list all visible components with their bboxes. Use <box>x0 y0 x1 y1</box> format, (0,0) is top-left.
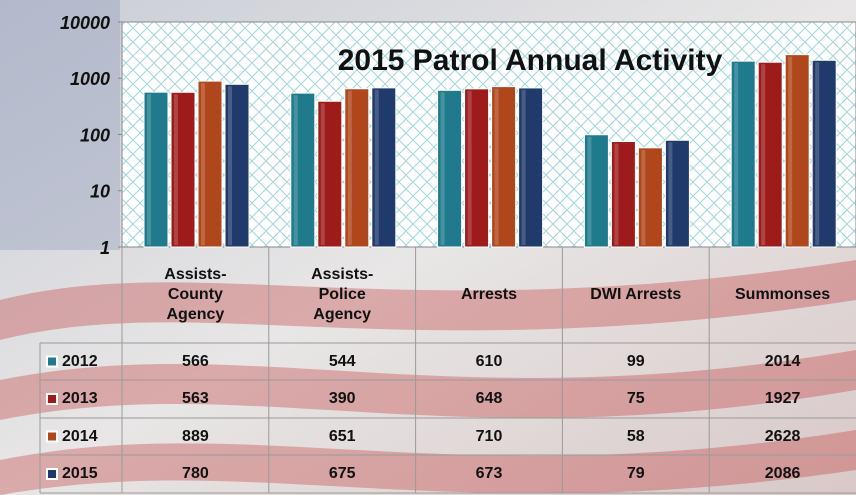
bar-highlight <box>228 86 232 245</box>
table-value: 2086 <box>709 455 856 493</box>
legend-label-text: 2015 <box>62 464 98 484</box>
bar-highlight <box>788 57 792 245</box>
table-value: 648 <box>416 380 563 418</box>
column-header-text: Assists-Police Agency <box>290 265 395 325</box>
bar-highlight <box>375 90 379 245</box>
table-value-text: 390 <box>329 389 356 409</box>
table-value-text: 99 <box>627 352 645 372</box>
y-tick-label: 1000 <box>70 69 110 89</box>
bar-highlight <box>641 150 645 245</box>
table-value-text: 610 <box>476 352 503 372</box>
table-value: 710 <box>416 418 563 455</box>
legend-swatch <box>47 432 57 442</box>
table-value: 610 <box>416 343 563 380</box>
bar-highlight <box>174 94 178 245</box>
legend-label-text: 2014 <box>62 427 98 447</box>
legend-label: 2012 <box>62 343 120 380</box>
table-value-text: 544 <box>329 352 356 372</box>
table-value-text: 2628 <box>765 427 801 447</box>
table-value-text: 75 <box>627 389 645 409</box>
bar-highlight <box>815 62 819 245</box>
column-header-text: DWI Arrests <box>583 285 688 305</box>
table-value: 75 <box>562 380 709 418</box>
bar-highlight <box>734 63 738 245</box>
y-tick-label: 1 <box>100 238 110 258</box>
table-value: 544 <box>269 343 416 380</box>
legend-label-text: 2013 <box>62 389 98 409</box>
bar-highlight <box>522 90 526 245</box>
column-header-text: Summonses <box>730 285 835 305</box>
table-value: 58 <box>562 418 709 455</box>
bar-highlight <box>495 89 499 245</box>
bar-highlight <box>348 91 352 245</box>
legend-label: 2015 <box>62 455 120 493</box>
bar-highlight <box>668 142 672 245</box>
table-value-text: 648 <box>476 389 503 409</box>
legend-swatch <box>47 357 57 367</box>
table-value: 675 <box>269 455 416 493</box>
table-value: 2014 <box>709 343 856 380</box>
table-value: 673 <box>416 455 563 493</box>
table-value-text: 58 <box>627 427 645 447</box>
table-value-text: 563 <box>182 389 209 409</box>
bar-highlight <box>587 137 591 245</box>
table-value-text: 710 <box>476 427 503 447</box>
table-value: 651 <box>269 418 416 455</box>
bar-highlight <box>468 91 472 245</box>
chart-title: 2015 Patrol Annual Activity <box>338 44 723 77</box>
table-value-text: 2014 <box>765 352 801 372</box>
bar-highlight <box>294 95 298 245</box>
column-header: Assists-County Agency <box>122 247 269 343</box>
table-value-text: 780 <box>182 464 209 484</box>
legend-swatch <box>47 469 57 479</box>
y-tick-label: 10 <box>90 182 110 202</box>
page: 2015 Patrol Annual Activity 1 10 100 1000 10… <box>0 0 856 495</box>
column-header: Arrests <box>416 247 563 343</box>
table-value: 2628 <box>709 418 856 455</box>
y-tick-label: 10000 <box>60 13 110 33</box>
y-tick-label: 100 <box>80 125 110 145</box>
table-value-text: 889 <box>182 427 209 447</box>
table-value-text: 566 <box>182 352 209 372</box>
bar-highlight <box>201 83 205 245</box>
table-value-text: 673 <box>476 464 503 484</box>
table-value: 889 <box>122 418 269 455</box>
table-value: 99 <box>562 343 709 380</box>
column-header: Summonses <box>709 247 856 343</box>
table-value-text: 1927 <box>765 389 801 409</box>
legend-swatch <box>47 394 57 404</box>
column-header: Assists-Police Agency <box>269 247 416 343</box>
bar-highlight <box>441 92 445 245</box>
table-value: 79 <box>562 455 709 493</box>
table-value-text: 651 <box>329 427 356 447</box>
legend-label: 2013 <box>62 380 120 418</box>
column-header: DWI Arrests <box>562 247 709 343</box>
column-header-text: Assists-County Agency <box>143 265 248 325</box>
bar-highlight <box>614 144 618 245</box>
table-value: 780 <box>122 455 269 493</box>
table-value: 563 <box>122 380 269 418</box>
bar-highlight <box>761 64 765 245</box>
legend-label-text: 2012 <box>62 352 98 372</box>
legend-label: 2014 <box>62 418 120 455</box>
bar-highlight <box>147 94 151 245</box>
table-value: 390 <box>269 380 416 418</box>
table-value: 1927 <box>709 380 856 418</box>
table-value: 566 <box>122 343 269 380</box>
table-value-text: 2086 <box>765 464 801 484</box>
column-header-text: Arrests <box>436 285 541 305</box>
table-value-text: 675 <box>329 464 356 484</box>
table-value-text: 79 <box>627 464 645 484</box>
bar-highlight <box>321 103 325 245</box>
